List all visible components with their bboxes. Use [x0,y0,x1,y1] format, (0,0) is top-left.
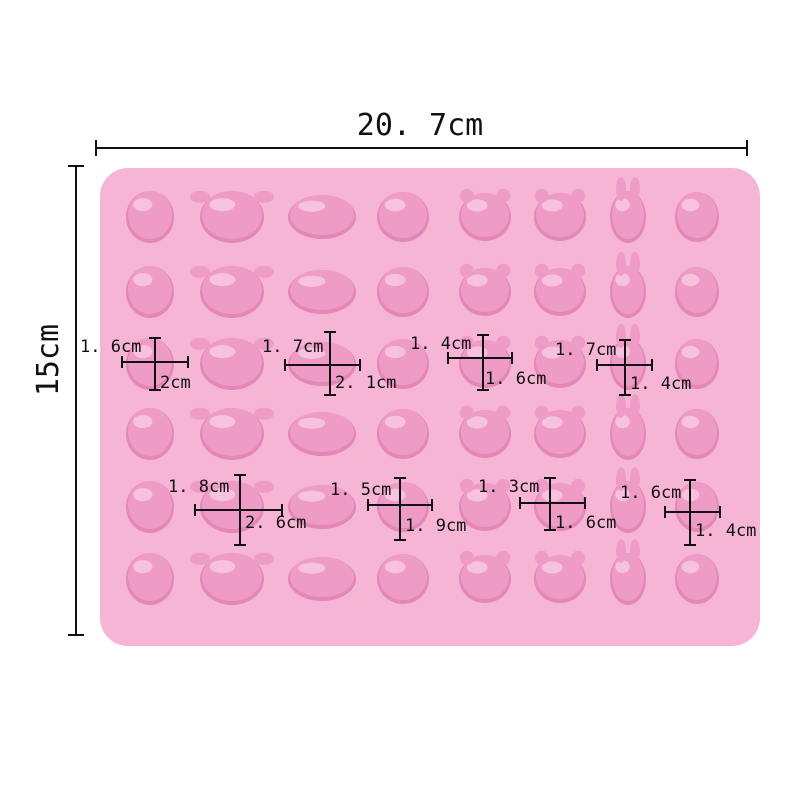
penguin-cavity [126,191,174,243]
rabbit-cavity [610,394,646,460]
measurement-hedgehog: 1. 5cm 1. 9cm [330,477,466,541]
shell-cavity [675,554,719,604]
measurement-penguin: 1. 6cm 2cm [80,337,191,393]
height-label: 1. 9cm [405,516,466,536]
hedgehog-cavity [377,339,429,389]
bear-cavity [459,188,511,241]
height-label: 1. 6cm [485,369,546,389]
crab-cavity [190,265,274,318]
whale-cavity [288,485,356,529]
silicone-mold-tray [100,168,760,646]
penguin-cavity [126,408,174,460]
bear-cavity [459,263,511,316]
width-label: 1. 7cm [555,340,616,360]
rabbit-cavity [610,467,646,533]
width-label: 1. 8cm [168,477,229,497]
height-label: 1. 4cm [630,374,691,394]
crab-cavity [190,480,274,533]
width-label: 1. 3cm [478,477,539,497]
height-label: 2cm [160,373,191,393]
crab-cavity [190,190,274,243]
height-label: 1. 6cm [555,513,616,533]
height-label: 1. 4cm [695,521,756,541]
whale-cavity [288,195,356,239]
penguin-cavity [126,266,174,318]
whale-cavity [288,270,356,314]
width-label: 1. 7cm [262,337,323,357]
whale-cavity [288,342,356,386]
shell-cavity [675,339,719,389]
cat-cavity [534,405,586,458]
shell-cavity [675,192,719,242]
shell-cavity [675,482,719,532]
measurement-rabbit: 1. 7cm 1. 4cm [555,339,691,396]
hedgehog-cavity [377,267,429,317]
width-label: 1. 4cm [410,334,471,354]
crab-cavity [190,337,274,390]
rabbit-cavity [610,539,646,605]
width-label: 1. 6cm [620,483,681,503]
mold-cavities [126,177,719,605]
measurement-whale: 1. 7cm 2. 1cm [262,331,396,396]
bear-cavity [459,405,511,458]
height-label: 2. 6cm [245,513,306,533]
cat-cavity [534,335,586,388]
measurement-shell: 1. 6cm 1. 4cm [620,479,756,546]
shell-cavity [675,267,719,317]
whale-cavity [288,412,356,456]
crab-cavity [190,407,274,460]
measurement-cat: 1. 3cm 1. 6cm [478,477,616,533]
height-label: 2. 1cm [335,373,396,393]
penguin-cavity [126,481,174,533]
hedgehog-cavity [377,409,429,459]
rabbit-cavity [610,177,646,243]
bear-cavity [459,550,511,603]
cat-cavity [534,478,586,531]
hedgehog-cavity [377,192,429,242]
cat-cavity [534,263,586,316]
rabbit-cavity [610,252,646,318]
shell-cavity [675,409,719,459]
measurement-crab: 1. 8cm 2. 6cm [168,474,306,546]
measurement-bear: 1. 4cm 1. 6cm [410,334,546,391]
bear-cavity [459,478,511,531]
width-label: 1. 5cm [330,480,391,500]
width-label: 20. 7cm [357,108,483,143]
penguin-cavity [126,553,174,605]
crab-cavity [190,552,274,605]
hedgehog-cavity [377,554,429,604]
height-label: 15cm [31,324,66,396]
overall-width-dimension: 20. 7cm [95,108,748,156]
cat-cavity [534,550,586,603]
width-label: 1. 6cm [80,337,141,357]
whale-cavity [288,557,356,601]
cat-cavity [534,188,586,241]
overall-height-dimension: 15cm [31,165,84,636]
